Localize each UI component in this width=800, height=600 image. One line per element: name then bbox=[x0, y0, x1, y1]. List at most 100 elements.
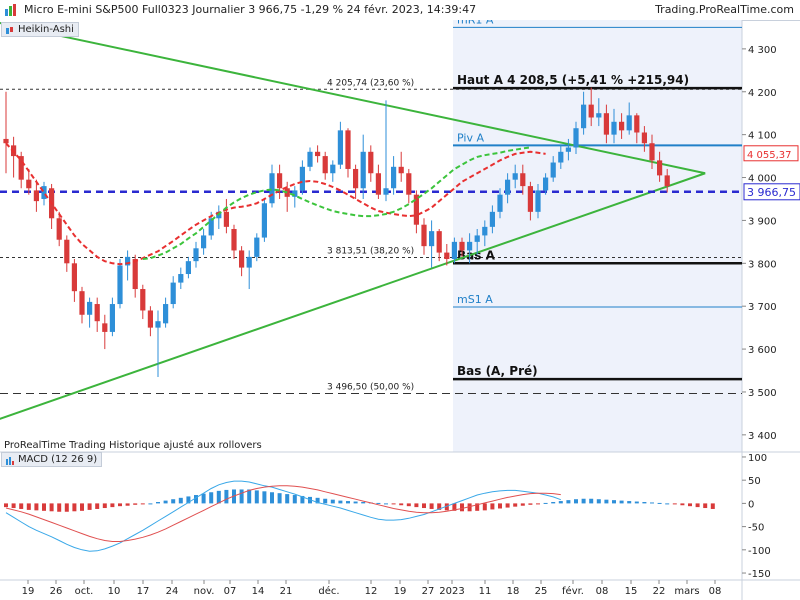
macd-y-tick-label: -50 bbox=[748, 523, 764, 534]
macd-histogram-bar bbox=[300, 495, 305, 504]
macd-histogram-bar bbox=[627, 501, 632, 504]
macd-histogram-bar bbox=[581, 498, 586, 504]
candle-body bbox=[505, 179, 511, 195]
y-tick-label: 3 400 bbox=[748, 431, 777, 442]
x-tick-label: 25 bbox=[535, 586, 548, 597]
candle-body bbox=[56, 218, 62, 240]
candle-body bbox=[406, 173, 412, 195]
y-tick-label: 3 900 bbox=[748, 216, 777, 227]
candle-body bbox=[626, 115, 632, 131]
candle-body bbox=[611, 121, 617, 135]
candle-body bbox=[140, 289, 146, 311]
x-tick-label: févr. bbox=[562, 585, 584, 597]
macd-histogram-bar bbox=[391, 503, 396, 505]
candle-body bbox=[79, 291, 85, 315]
candle-body bbox=[345, 130, 351, 169]
macd-histogram-bar bbox=[657, 502, 662, 504]
candle-body bbox=[444, 252, 450, 260]
heikin-ashi-label: Heikin-Ashi bbox=[18, 24, 74, 35]
macd-histogram-bar bbox=[338, 500, 343, 504]
candle-body bbox=[223, 211, 229, 227]
candle-body bbox=[512, 173, 518, 180]
macd-histogram-bar bbox=[57, 503, 62, 512]
moving-average-red bbox=[5, 142, 546, 266]
pivot-level-label: Piv A bbox=[457, 131, 484, 144]
candle-body bbox=[596, 113, 602, 118]
pivot-level-label: mS1 A bbox=[457, 293, 493, 306]
current-price-label: 3 966,75 bbox=[747, 186, 796, 199]
macd-histogram-bar bbox=[566, 500, 571, 504]
trendline bbox=[0, 172, 706, 420]
candle-body bbox=[375, 173, 381, 195]
macd-histogram-bar bbox=[178, 497, 183, 504]
candle-body bbox=[64, 239, 70, 264]
macd-histogram-bar bbox=[536, 503, 540, 505]
candle-body bbox=[322, 156, 328, 174]
candle-body bbox=[421, 224, 427, 247]
macd-signal-line bbox=[5, 485, 561, 542]
candle-body bbox=[649, 143, 655, 161]
candle-body bbox=[398, 166, 404, 174]
x-tick-label: 08 bbox=[596, 586, 609, 597]
candle-body bbox=[391, 166, 397, 189]
candle-body bbox=[619, 121, 625, 131]
macd-histogram-bar bbox=[475, 503, 480, 511]
candle-body bbox=[550, 162, 556, 178]
macd-histogram-bar bbox=[148, 503, 153, 505]
macd-histogram-bar bbox=[589, 498, 594, 504]
candle-body bbox=[459, 241, 465, 251]
candle-body bbox=[497, 194, 503, 212]
heikin-ashi-tag[interactable]: Heikin-Ashi bbox=[1, 22, 79, 37]
candle-body bbox=[71, 263, 77, 292]
candle-body bbox=[109, 304, 115, 332]
candle-body bbox=[565, 147, 571, 152]
x-tick-label: 12 bbox=[365, 586, 378, 597]
macd-y-tick-label: 0 bbox=[748, 499, 754, 510]
macd-histogram-bar bbox=[285, 494, 290, 504]
ma-price-box bbox=[743, 145, 799, 162]
macd-histogram-bar bbox=[102, 503, 107, 509]
candle-body bbox=[277, 173, 283, 189]
macd-histogram-bar bbox=[163, 500, 168, 504]
macd-y-tick-label: 100 bbox=[748, 453, 767, 464]
macd-histogram-bar bbox=[444, 503, 449, 511]
price-chart[interactable]: 3 400 3 500 3 600 3 700 3 800 3 900 4 000 4 100… bbox=[0, 20, 800, 600]
macd-histogram-bar bbox=[528, 503, 533, 505]
histogram-icon bbox=[6, 457, 14, 465]
macd-histogram-bar bbox=[513, 503, 518, 507]
title-bar: Micro E-mini S&P500 Full0323 Journalier … bbox=[0, 0, 800, 21]
macd-histogram-bar bbox=[140, 503, 145, 505]
candle-body bbox=[520, 173, 526, 187]
candle-body bbox=[125, 256, 131, 266]
macd-histogram-bar bbox=[80, 503, 84, 511]
moving-average-green bbox=[142, 146, 531, 260]
macd-histogram-bar bbox=[612, 500, 616, 504]
macd-histogram-bar bbox=[695, 503, 700, 508]
macd-histogram-bar bbox=[429, 503, 434, 509]
candle-body bbox=[664, 175, 670, 187]
macd-histogram-bar bbox=[558, 501, 563, 504]
current-price-box bbox=[743, 183, 800, 201]
candle-body bbox=[147, 310, 153, 328]
x-tick-label: 27 bbox=[422, 586, 435, 597]
macd-histogram-bar bbox=[133, 503, 138, 505]
macd-histogram-bar bbox=[254, 490, 259, 504]
macd-histogram-bar bbox=[414, 503, 419, 508]
candle-body bbox=[299, 166, 305, 191]
macd-histogram-bar bbox=[171, 499, 176, 504]
candle-body bbox=[231, 228, 237, 251]
macd-histogram-bar bbox=[292, 495, 297, 504]
macd-histogram-bar bbox=[277, 493, 282, 504]
candle-body bbox=[261, 203, 267, 238]
macd-tag[interactable]: MACD (12 26 9) bbox=[1, 452, 103, 467]
y-tick-label: 3 800 bbox=[748, 259, 777, 270]
fibonacci-label: 3 496,50 (50,00 %) bbox=[327, 382, 414, 392]
macd-histogram-bar bbox=[452, 503, 457, 511]
candle-body bbox=[657, 160, 663, 176]
macd-histogram-bar bbox=[710, 503, 715, 509]
macd-histogram-bar bbox=[634, 501, 639, 504]
candle-body bbox=[254, 237, 260, 257]
macd-histogram-bar bbox=[201, 493, 206, 504]
y-tick-label: 4 200 bbox=[748, 88, 777, 99]
pivot-level-label: mR1 A bbox=[457, 20, 494, 26]
